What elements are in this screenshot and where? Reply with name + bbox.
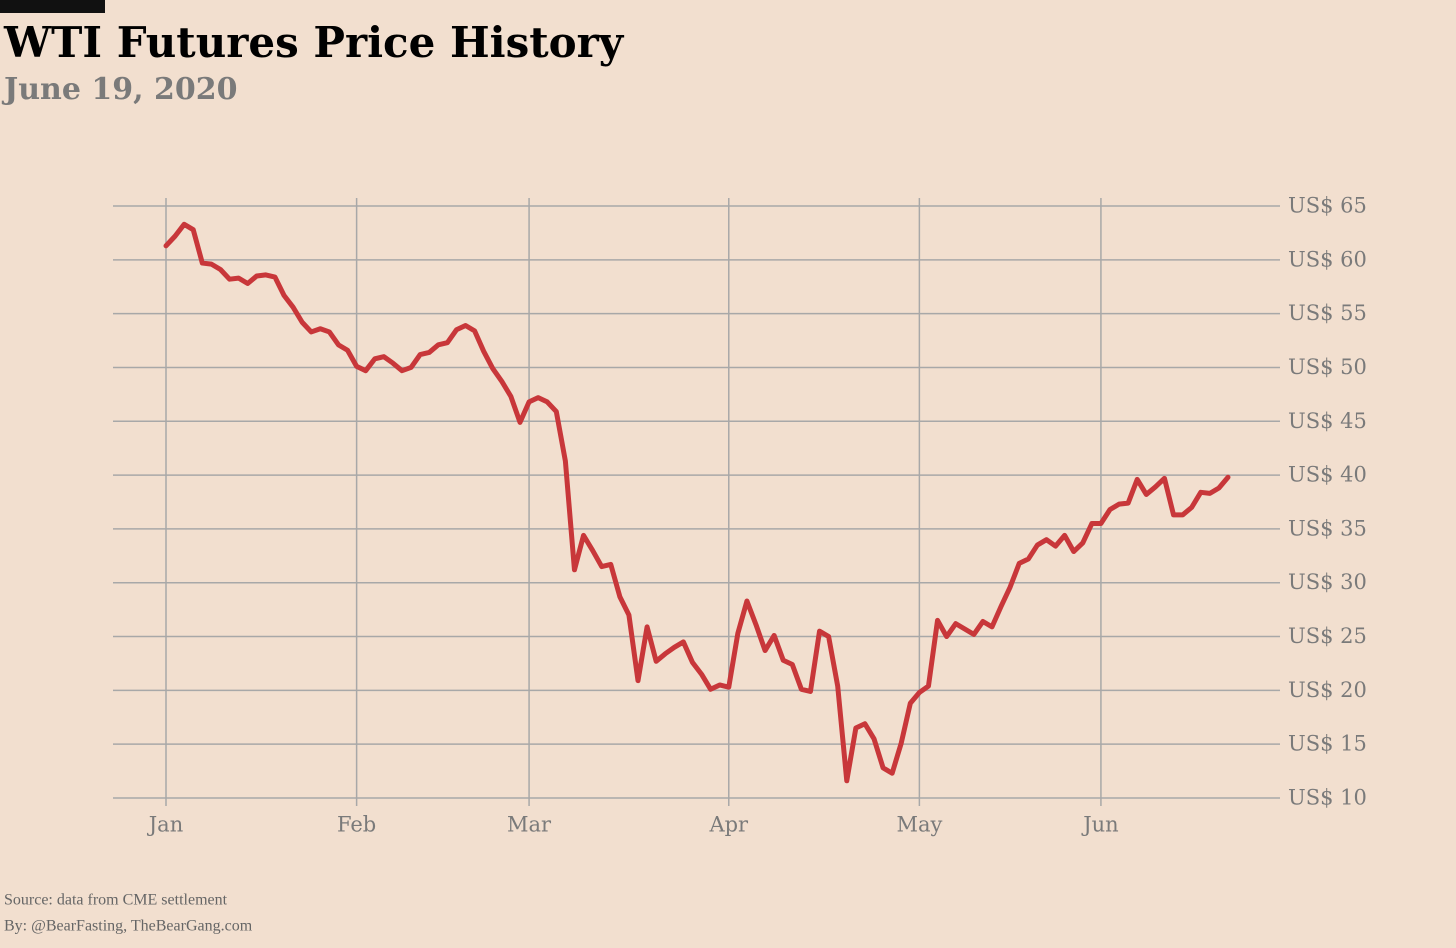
y-tick-label: US$ 25 xyxy=(1288,624,1367,648)
chart-subtitle: June 19, 2020 xyxy=(1,72,237,107)
y-tick-label: US$ 35 xyxy=(1288,516,1367,540)
x-tick-label: May xyxy=(896,813,942,837)
source-note: Source: data from CME settlement xyxy=(4,892,228,909)
y-tick-label: US$ 10 xyxy=(1288,786,1367,810)
price-line xyxy=(163,221,1231,784)
author-note: By: @BearFasting, TheBearGang.com xyxy=(4,918,253,935)
y-tick-label: US$ 15 xyxy=(1288,732,1367,756)
y-tick-label: US$ 30 xyxy=(1288,570,1367,594)
y-tick-label: US$ 60 xyxy=(1288,247,1367,271)
header-bar xyxy=(0,0,105,13)
chart-title: WTI Futures Price History xyxy=(3,18,625,67)
y-tick-label: US$ 65 xyxy=(1288,194,1367,218)
y-tick-label: US$ 55 xyxy=(1288,301,1367,325)
x-tick-label: Jun xyxy=(1081,813,1118,837)
y-tick-label: US$ 40 xyxy=(1288,463,1367,487)
x-tick-label: Mar xyxy=(507,813,552,837)
y-tick-label: US$ 20 xyxy=(1288,678,1367,702)
x-tick-label: Feb xyxy=(337,813,376,837)
y-tick-label: US$ 50 xyxy=(1288,355,1367,379)
x-tick-label: Apr xyxy=(708,813,749,837)
x-tick-label: Jan xyxy=(147,813,183,837)
y-tick-label: US$ 45 xyxy=(1288,409,1367,433)
